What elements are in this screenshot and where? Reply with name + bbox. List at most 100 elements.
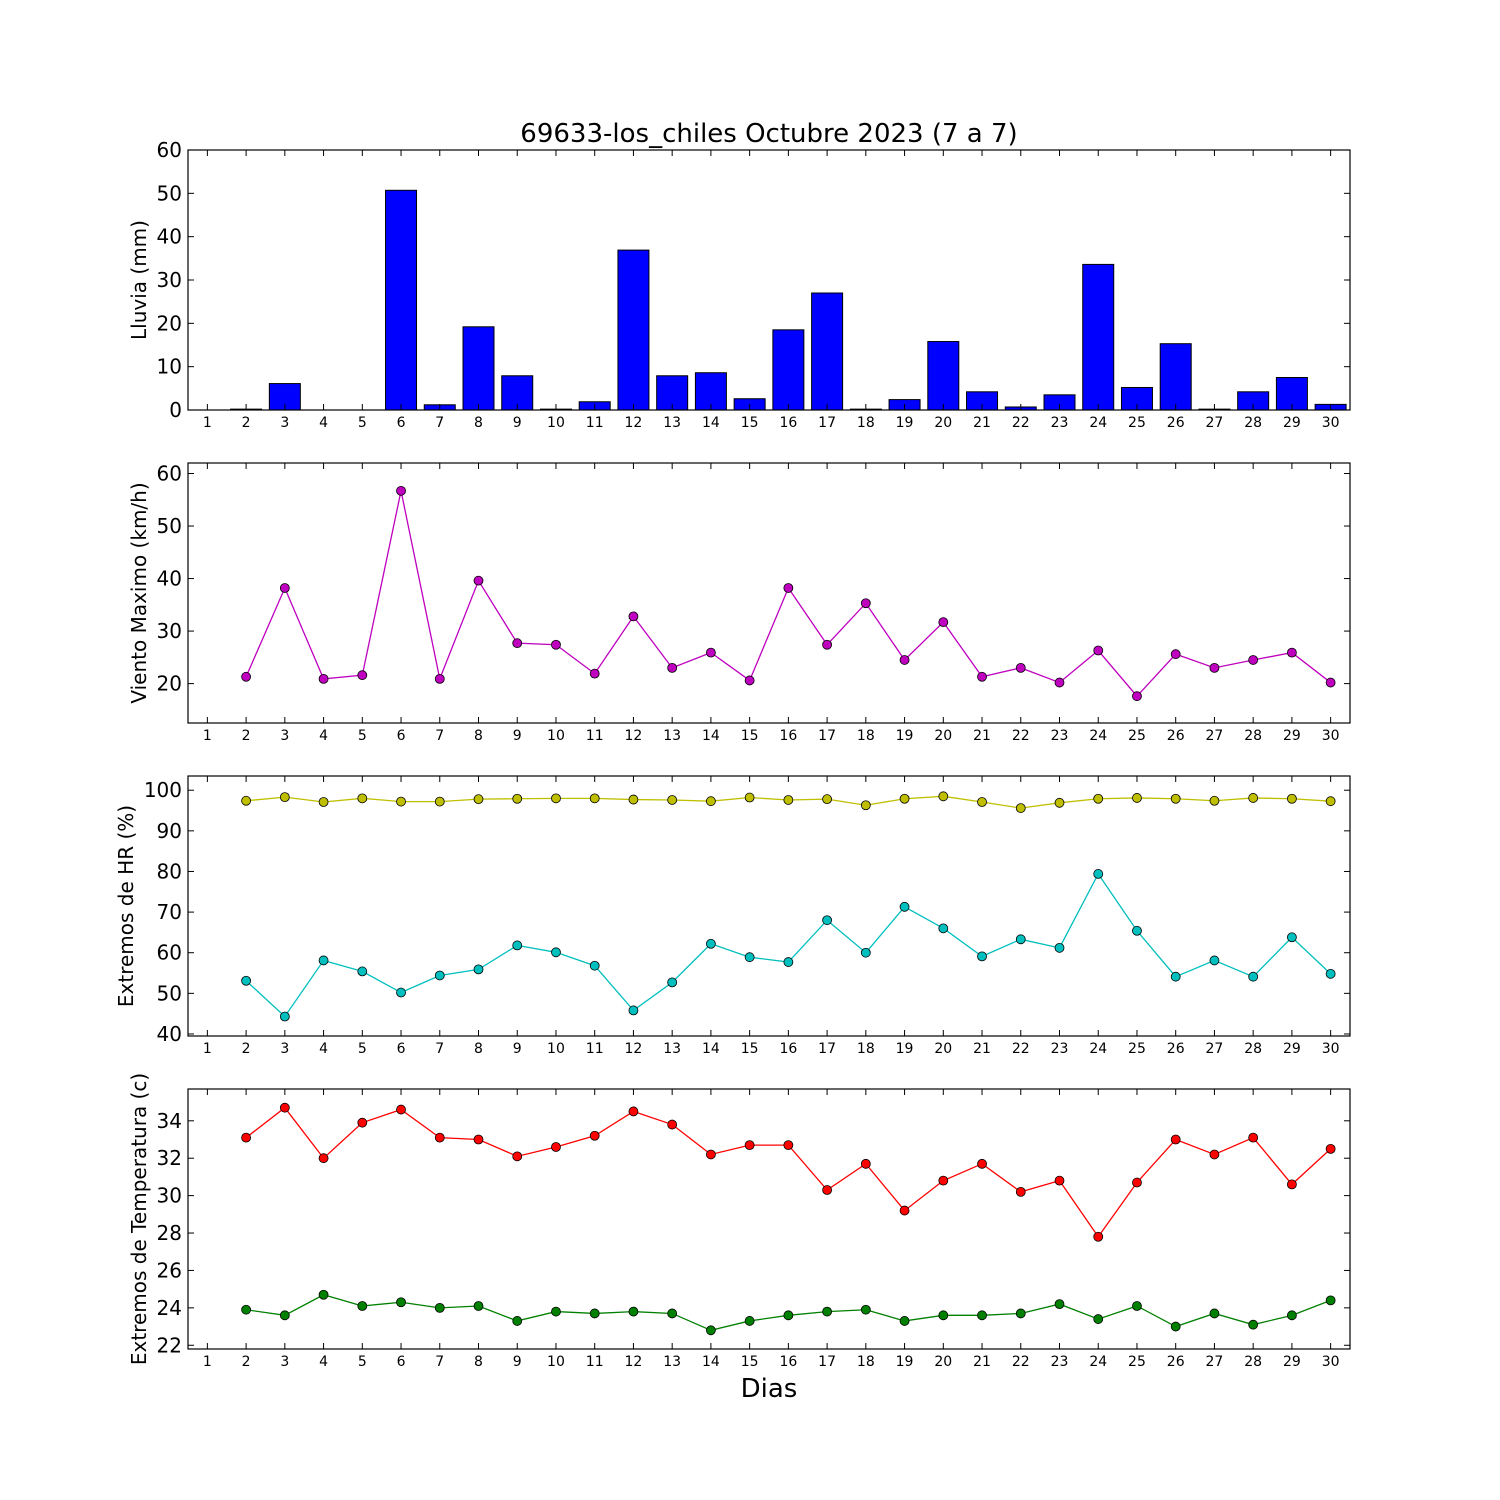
point-s1-day-23 [1054,797,1065,808]
x-tick-label: 21 [973,728,991,744]
point-s1-day-30 [1325,796,1336,807]
x-tick-label: 28 [1244,1041,1262,1057]
point-s1-day-26 [1170,793,1181,804]
point-s2-day-26 [1170,1321,1181,1332]
point-s2-day-30 [1325,1295,1336,1306]
point-s2-day-24 [1093,1314,1104,1324]
point-s1-day-3 [279,792,290,803]
point-s1-day-22 [1015,1186,1026,1197]
y-tick-label: 10 [157,355,182,379]
y-tick-label: 30 [157,1184,182,1208]
x-tick-label: 25 [1128,728,1146,744]
point-s2-day-4 [318,1289,329,1300]
bar-day-26 [1159,343,1192,411]
y-tick-label: 40 [157,567,182,591]
x-tick-label: 20 [934,728,952,744]
x-tick-label: 9 [513,1354,522,1370]
bar-day-24 [1082,263,1115,411]
point-s2-day-4 [318,955,329,966]
x-tick-label: 29 [1283,415,1301,431]
x-tick-label: 14 [702,415,720,431]
x-tick-label: 15 [741,1041,759,1057]
x-tick-label: 25 [1128,415,1146,431]
x-tick-label: 17 [818,1354,836,1370]
y-tick-label: 60 [157,462,182,486]
point-s1-day-21 [977,797,987,807]
y-tick-label: 50 [157,514,182,538]
point-s1-day-16 [783,1140,794,1151]
x-tick-label: 1 [203,728,212,744]
point-s1-day-15 [744,675,755,686]
x-tick-label: 10 [547,1354,565,1370]
point-s1-day-22 [1015,662,1026,673]
x-tick-label: 23 [1051,415,1069,431]
point-s1-day-10 [551,1142,561,1152]
plot-frame [187,462,1351,724]
x-tick-label: 8 [474,415,483,431]
point-s1-day-16 [783,795,794,805]
point-s1-day-30 [1325,677,1336,688]
x-tick-label: 5 [358,728,367,744]
x-tick-label: 8 [474,728,483,744]
y-tick-label: 24 [157,1296,182,1320]
point-s1-day-18 [860,800,871,811]
x-tick-label: 18 [857,1041,875,1057]
point-s2-day-22 [1015,934,1026,945]
x-tick-label: 9 [513,1041,522,1057]
point-s1-day-27 [1209,662,1220,673]
point-s1-day-29 [1287,1179,1297,1190]
point-s1-day-15 [744,1140,755,1151]
point-s1-day-2 [241,795,252,806]
x-tick-label: 7 [435,1041,444,1057]
x-tick-label: 22 [1012,1041,1030,1057]
x-tick-label: 3 [280,1354,289,1370]
point-s2-day-9 [512,1316,523,1326]
point-s1-day-8 [473,1134,484,1145]
x-tick-label: 21 [973,1354,991,1370]
point-s1-day-13 [667,1119,678,1130]
y-tick-label: 20 [157,311,182,335]
x-tick-label: 21 [973,415,991,431]
y-tick-label: 32 [157,1146,182,1170]
point-s1-day-10 [551,639,561,650]
point-s1-day-18 [860,1158,871,1169]
point-s1-day-24 [1093,1231,1104,1242]
y-tick-label: 40 [157,225,182,249]
x-tick-label: 3 [280,1041,289,1057]
y-tick-label: 28 [157,1221,182,1245]
bar-day-8 [462,326,495,411]
point-s1-day-4 [318,797,329,807]
point-s1-day-5 [357,670,368,681]
point-s2-day-16 [783,1310,794,1321]
point-s2-day-2 [241,1304,252,1315]
point-s1-day-23 [1054,677,1065,688]
x-tick-label: 15 [741,1354,759,1370]
point-s2-day-10 [551,947,561,958]
point-s1-day-27 [1209,795,1220,806]
point-s1-day-12 [628,1106,639,1117]
y-tick-label: 20 [157,672,182,696]
point-s2-day-11 [589,1308,600,1319]
x-tick-label: 7 [435,728,444,744]
x-tick-label: 30 [1322,415,1340,431]
x-tick-label: 20 [934,1041,952,1057]
y-tick-label: 30 [157,619,182,643]
x-tick-label: 6 [397,1041,406,1057]
x-tick-label: 2 [242,728,251,744]
x-tick-label: 19 [896,415,914,431]
point-s2-day-23 [1054,942,1065,953]
x-tick-label: 4 [319,415,328,431]
y-tick-label: 22 [157,1333,182,1357]
x-tick-label: 11 [586,728,604,744]
point-s1-day-4 [318,1153,329,1164]
point-s2-day-16 [783,957,794,967]
point-s1-day-26 [1170,1134,1181,1145]
point-s1-day-8 [473,794,484,805]
point-s1-day-28 [1248,655,1259,665]
x-tick-label: 16 [779,728,797,744]
point-s1-day-16 [783,583,794,593]
point-s1-day-28 [1248,793,1259,803]
